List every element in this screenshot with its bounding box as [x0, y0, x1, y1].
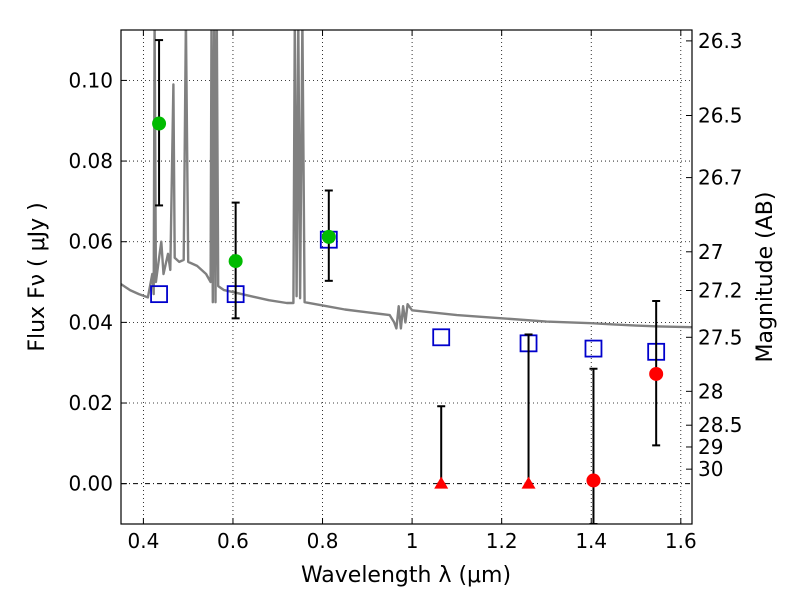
x-tick-label: 1.4 — [575, 529, 607, 553]
y2-tick-label: 30 — [698, 457, 723, 481]
y2-tick-label: 27.5 — [698, 325, 743, 349]
x-axis-ticks: 0.4 0.6 0.8 1 1.2 1.4 1.6 — [127, 30, 697, 553]
x-tick-label: 0.8 — [307, 529, 339, 553]
y2-tick-label: 26.7 — [698, 166, 743, 190]
y-tick-label: 0.10 — [68, 68, 113, 92]
data-point — [649, 366, 664, 381]
model-spectrum-line — [121, 30, 692, 330]
y2-tick-label: 27 — [698, 240, 723, 264]
data-point — [586, 473, 601, 488]
y2-tick-label: 26.5 — [698, 103, 743, 127]
y-tick-label: 0.02 — [68, 391, 113, 415]
x-tick-label: 1.6 — [665, 529, 697, 553]
y2-tick-label: 29 — [698, 435, 723, 459]
y-axis-ticks: 0.00 0.02 0.04 0.06 0.08 0.10 — [68, 68, 127, 496]
y2-tick-label: 28.5 — [698, 413, 743, 437]
data-point — [228, 254, 243, 269]
y-tick-label: 0.00 — [68, 472, 113, 496]
data-series — [150, 39, 666, 524]
data-point — [152, 116, 167, 131]
x-tick-label: 0.6 — [217, 529, 249, 553]
y-tick-label: 0.04 — [68, 310, 113, 334]
y-tick-label: 0.08 — [68, 149, 113, 173]
plot-frame — [120, 29, 693, 525]
y-axis-label: Flux Fν ( μJy ) — [25, 202, 50, 351]
y2-tick-label: 26.3 — [698, 29, 743, 53]
y2-axis-label: Magnitude (AB) — [753, 192, 778, 363]
x-tick-label: 0.4 — [127, 529, 159, 553]
y2-tick-label: 27.2 — [698, 279, 743, 303]
model-spectrum — [121, 30, 692, 330]
upper-limit-point — [434, 476, 449, 489]
model-photometry-point — [150, 285, 168, 304]
x-tick-label: 1 — [406, 529, 419, 553]
y-tick-label: 0.06 — [68, 230, 113, 254]
model-photometry-point — [432, 328, 451, 347]
model-photometry-point — [584, 339, 603, 358]
upper-limit-point — [521, 476, 536, 489]
y2-tick-label: 28 — [698, 379, 723, 403]
x-tick-label: 1.2 — [486, 529, 518, 553]
x-axis-label: Wavelength λ (μm) — [301, 563, 511, 588]
data-point — [321, 229, 336, 244]
